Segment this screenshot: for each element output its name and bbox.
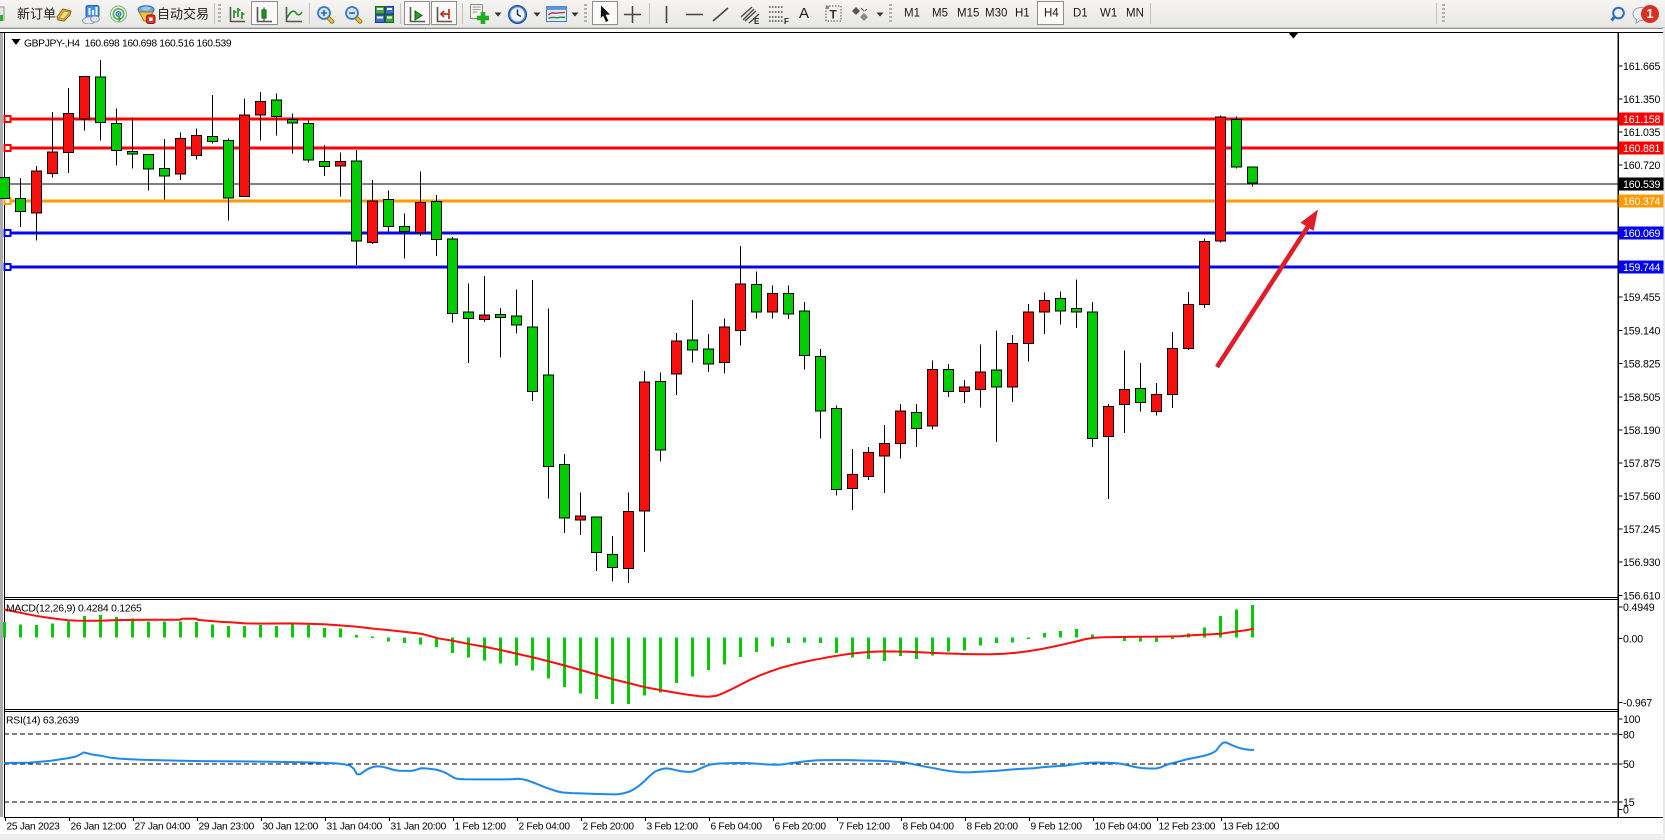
svg-text:158.505: 158.505 — [1623, 392, 1661, 404]
svg-text:160.720: 160.720 — [1623, 160, 1661, 172]
svg-text:161.158: 161.158 — [1623, 114, 1661, 126]
svg-text:27 Jan 04:00: 27 Jan 04:00 — [135, 822, 191, 833]
svg-text:160.539: 160.539 — [1623, 179, 1661, 191]
svg-text:160.881: 160.881 — [1623, 143, 1661, 155]
svg-text:159.744: 159.744 — [1623, 262, 1661, 274]
svg-text:9 Feb 12:00: 9 Feb 12:00 — [1031, 822, 1083, 833]
svg-text:158.825: 158.825 — [1623, 359, 1661, 371]
svg-text:0.4949: 0.4949 — [1623, 602, 1655, 614]
svg-text:6 Feb 20:00: 6 Feb 20:00 — [775, 822, 827, 833]
svg-text:3 Feb 12:00: 3 Feb 12:00 — [647, 822, 699, 833]
svg-text:50: 50 — [1623, 759, 1635, 771]
svg-text:25 Jan 2023: 25 Jan 2023 — [7, 822, 61, 833]
svg-text:80: 80 — [1623, 730, 1635, 742]
svg-text:156.930: 156.930 — [1623, 557, 1661, 569]
svg-text:158.190: 158.190 — [1623, 425, 1661, 437]
svg-text:30 Jan 12:00: 30 Jan 12:00 — [263, 822, 319, 833]
svg-text:-0.967: -0.967 — [1623, 698, 1652, 710]
svg-text:161.350: 161.350 — [1623, 94, 1661, 106]
svg-text:10 Feb 04:00: 10 Feb 04:00 — [1095, 822, 1152, 833]
svg-text:159.455: 159.455 — [1623, 292, 1661, 304]
svg-text:157.560: 157.560 — [1623, 491, 1661, 503]
svg-text:31 Jan 04:00: 31 Jan 04:00 — [327, 822, 383, 833]
svg-text:2 Feb 20:00: 2 Feb 20:00 — [583, 822, 635, 833]
svg-text:13 Feb 12:00: 13 Feb 12:00 — [1223, 822, 1280, 833]
svg-text:2 Feb 04:00: 2 Feb 04:00 — [519, 822, 571, 833]
svg-text:0: 0 — [1623, 805, 1629, 817]
svg-text:8 Feb 04:00: 8 Feb 04:00 — [903, 822, 955, 833]
svg-text:GBPJPY-,H4 160.698 160.698 16: GBPJPY-,H4 160.698 160.698 160.516 160.5… — [24, 39, 232, 50]
svg-text:160.069: 160.069 — [1623, 228, 1661, 240]
svg-text:7 Feb 12:00: 7 Feb 12:00 — [839, 822, 891, 833]
svg-text:15: 15 — [1623, 797, 1635, 809]
svg-text:F: F — [784, 17, 789, 25]
svg-text:0.00: 0.00 — [1623, 634, 1643, 646]
svg-text:8 Feb 20:00: 8 Feb 20:00 — [967, 822, 1019, 833]
svg-text:29 Jan 23:00: 29 Jan 23:00 — [199, 822, 255, 833]
svg-text:RSI(14) 63.2639: RSI(14) 63.2639 — [6, 716, 79, 727]
svg-text:1 Feb 12:00: 1 Feb 12:00 — [455, 822, 507, 833]
svg-text:E: E — [754, 17, 760, 25]
svg-text:156.610: 156.610 — [1623, 591, 1661, 603]
svg-text:31 Jan 20:00: 31 Jan 20:00 — [391, 822, 447, 833]
svg-text:157.875: 157.875 — [1623, 458, 1661, 470]
svg-text:MACD(12,26,9) 0.4284 0.1265: MACD(12,26,9) 0.4284 0.1265 — [6, 604, 142, 615]
svg-text:26 Jan 12:00: 26 Jan 12:00 — [71, 822, 127, 833]
svg-text:161.665: 161.665 — [1623, 61, 1661, 73]
svg-text:12 Feb 23:00: 12 Feb 23:00 — [1159, 822, 1216, 833]
svg-text:100: 100 — [1623, 714, 1640, 726]
svg-text:161.035: 161.035 — [1623, 127, 1661, 139]
svg-text:T: T — [830, 8, 838, 22]
svg-text:159.140: 159.140 — [1623, 326, 1661, 338]
svg-text:6 Feb 04:00: 6 Feb 04:00 — [711, 822, 763, 833]
svg-text:157.245: 157.245 — [1623, 524, 1661, 536]
svg-text:160.374: 160.374 — [1623, 196, 1661, 208]
